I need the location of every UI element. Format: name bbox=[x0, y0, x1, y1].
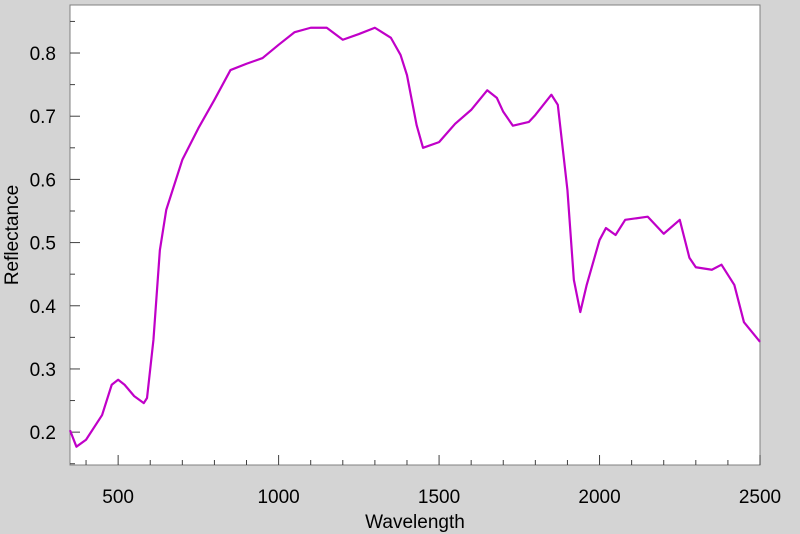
x-tick-label: 2000 bbox=[578, 487, 620, 508]
plot-area bbox=[69, 4, 761, 466]
y-tick-label: 0.4 bbox=[30, 297, 57, 318]
y-tick-label: 0.7 bbox=[30, 107, 56, 128]
y-tick-label: 0.2 bbox=[30, 423, 56, 444]
y-tick-label: 0.3 bbox=[30, 360, 56, 381]
x-tick-label: 2500 bbox=[739, 487, 781, 508]
y-tick-label: 0.6 bbox=[30, 170, 56, 191]
y-tick-label: 0.5 bbox=[30, 234, 56, 255]
y-axis-label: Reflectance bbox=[2, 185, 23, 285]
x-tick-label: 1500 bbox=[418, 487, 460, 508]
x-tick-label: 500 bbox=[102, 487, 134, 508]
y-tick-label: 0.8 bbox=[30, 44, 56, 65]
x-axis-label: Wavelength bbox=[365, 512, 465, 533]
x-tick-label: 1000 bbox=[257, 487, 299, 508]
data-line bbox=[68, 26, 761, 448]
